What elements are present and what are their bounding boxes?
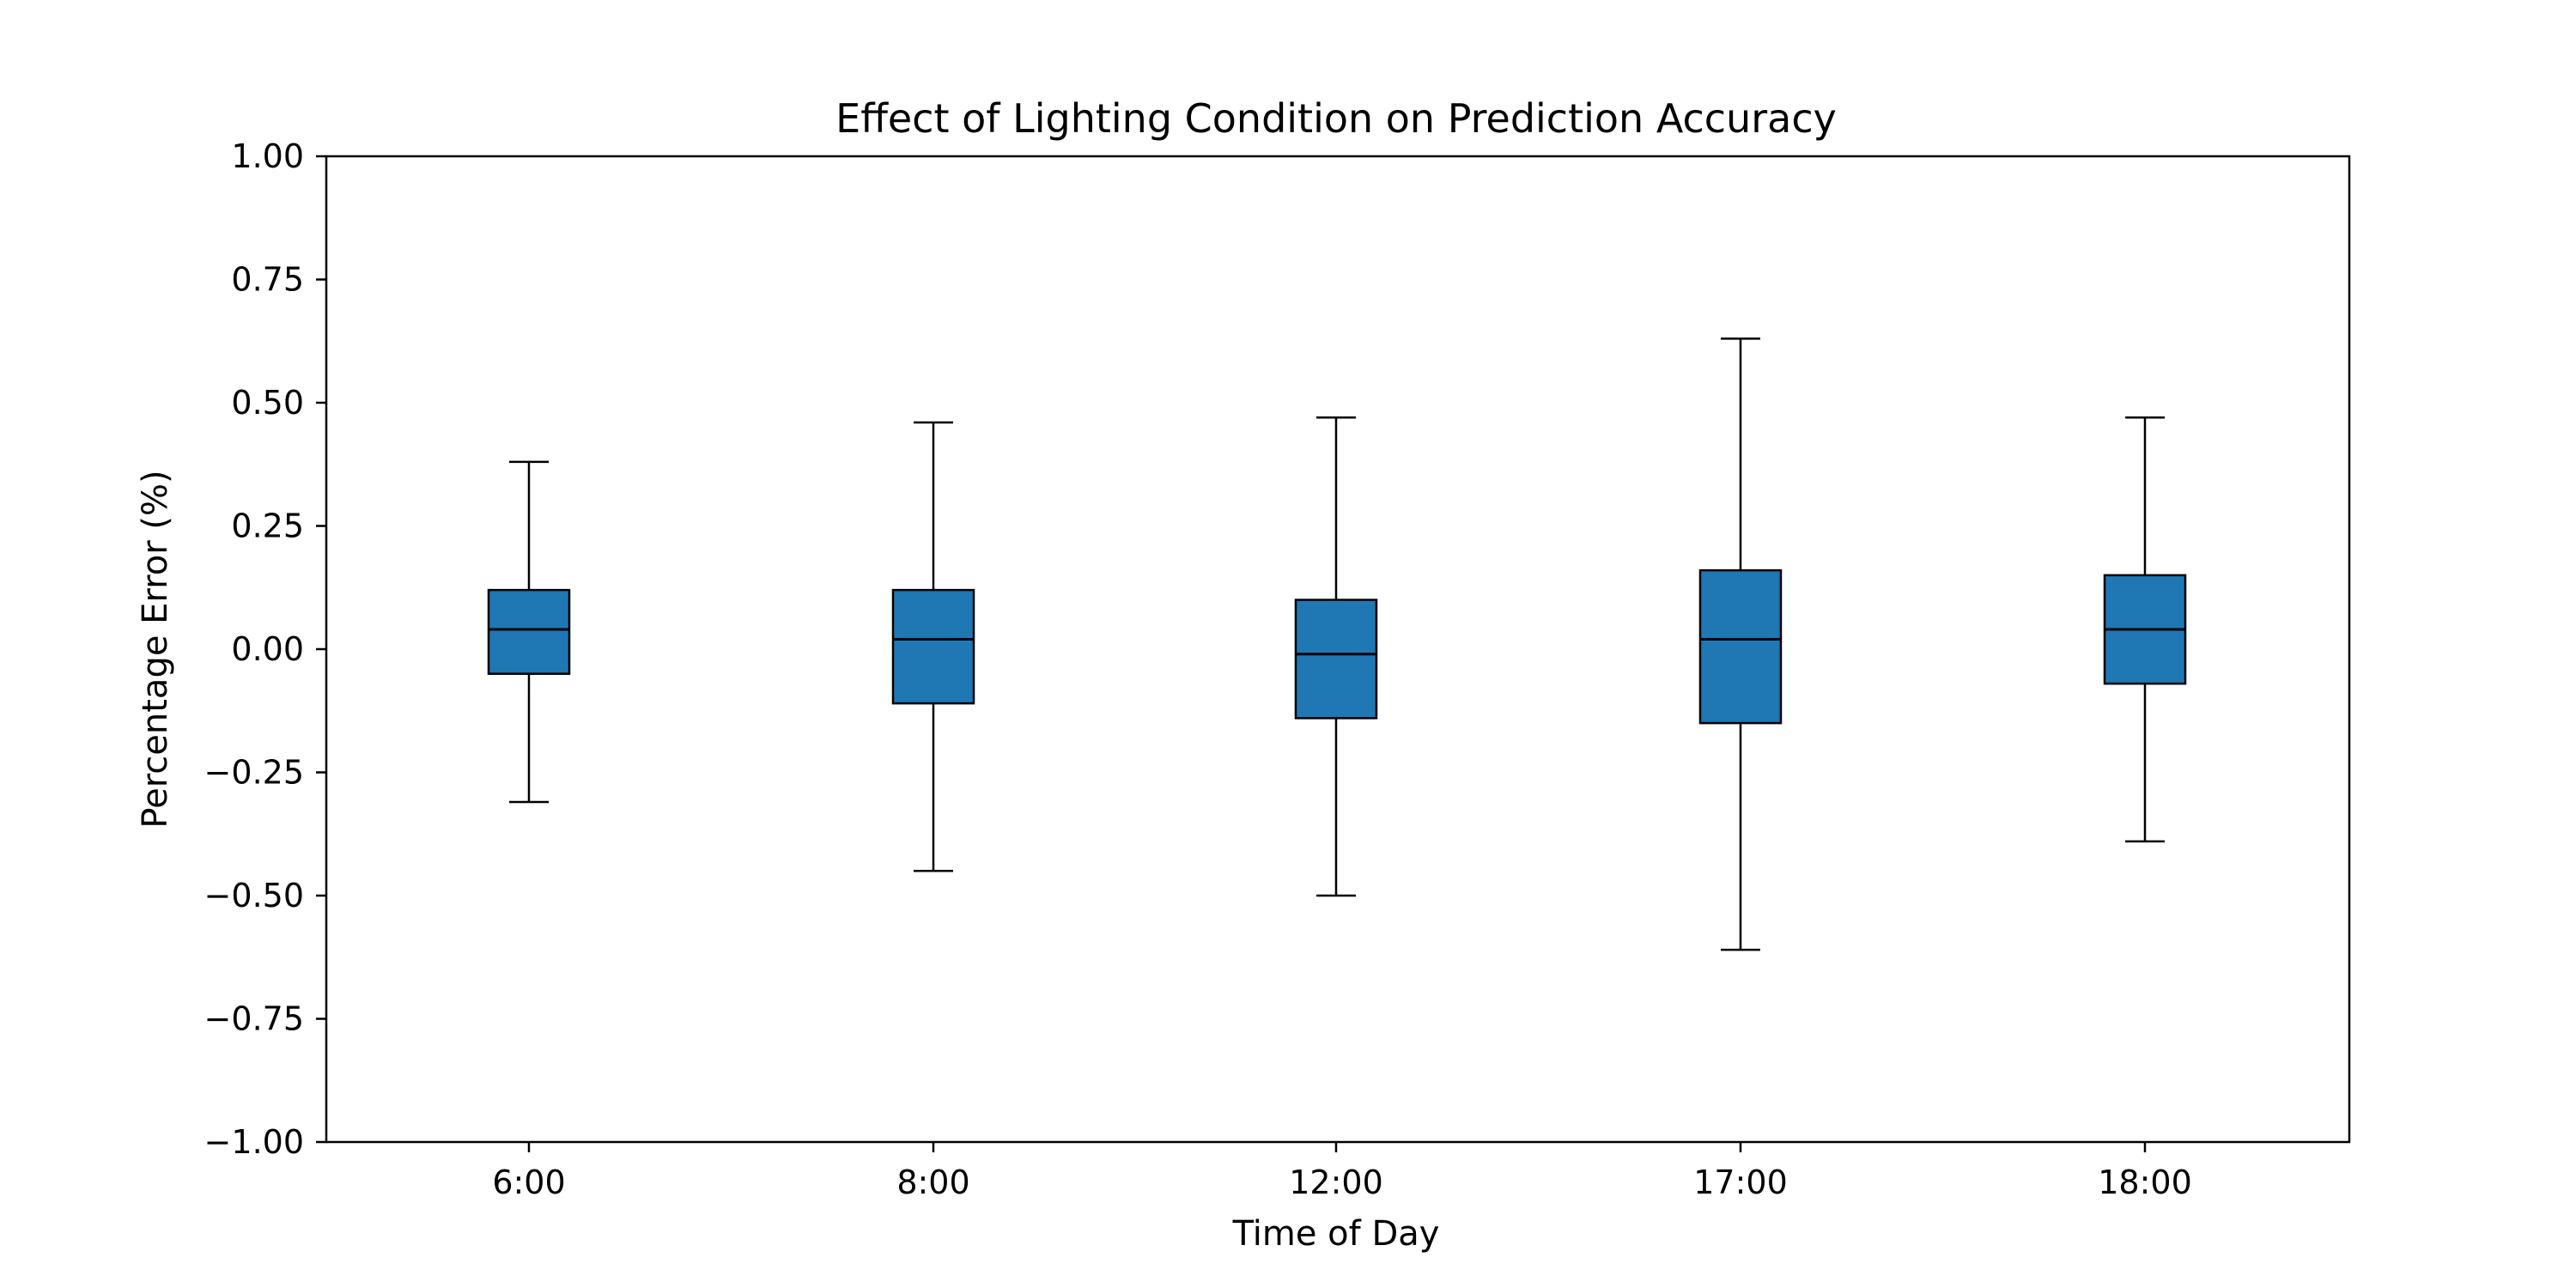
box-8:00 [891,421,975,872]
iqr-box [1294,598,1378,720]
y-tick-label: 0.00 [231,630,304,668]
y-tick-label: 0.50 [231,384,304,422]
box-6:00 [487,460,571,804]
plot-area [487,337,2187,951]
x-axis-label: Time of Day [1232,1214,1440,1254]
iqr-box [487,588,571,675]
y-axis: −1.00 −0.75 −0.50 −0.25 0.00 0.25 0.50 0.75 1.00 [204,137,326,1161]
x-tick-label: 17:00 [1693,1163,1788,1201]
y-tick-label: 1.00 [231,137,304,175]
box-17:00 [1698,337,1783,951]
y-tick-label: −0.50 [204,877,304,914]
y-tick-label: −0.75 [204,1000,304,1038]
box-12:00 [1294,416,1378,897]
x-tick-label: 8:00 [896,1163,969,1201]
y-tick-label: −0.25 [204,754,304,792]
x-tick-label: 6:00 [492,1163,565,1201]
iqr-box [1698,568,1783,725]
iqr-box [891,588,975,705]
box-18:00 [2103,416,2187,843]
x-tick-label: 18:00 [2098,1163,2192,1201]
y-tick-label: 0.25 [231,507,304,545]
y-axis-label: Percentage Error (%) [136,470,175,828]
x-axis: 6:00 8:00 12:00 17:00 18:00 [492,1142,2192,1201]
y-tick-label: −1.00 [204,1123,304,1161]
x-tick-label: 12:00 [1289,1163,1383,1201]
y-tick-label: 0.75 [231,261,304,299]
chart-title: Effect of Lighting Condition on Predicti… [835,95,1837,142]
